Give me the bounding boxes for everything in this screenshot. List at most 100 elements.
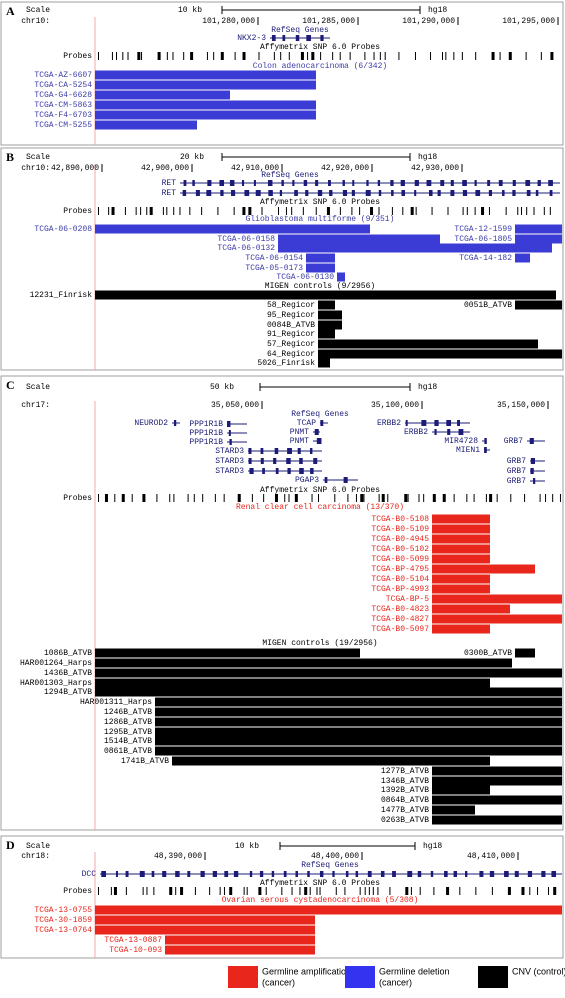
- sample-label: TCGA-06-0154: [245, 254, 303, 263]
- cancer-title: Ovarian serous cystadenocarcinoma (5/308…: [222, 896, 419, 905]
- sample-label: TCGA-CA-5254: [34, 81, 92, 90]
- probe: [291, 887, 293, 895]
- probe: [485, 494, 487, 502]
- gene-label: RET: [162, 189, 177, 198]
- gene-exon: [313, 458, 318, 464]
- gene-exon: [527, 871, 533, 877]
- gene-exon: [187, 871, 191, 877]
- gene-exon: [345, 871, 349, 877]
- probe: [441, 52, 443, 60]
- gene-exon: [292, 180, 295, 186]
- probe: [475, 887, 477, 895]
- cnv-bar: [432, 544, 490, 554]
- gene-exon: [249, 871, 253, 877]
- sample-label: 1346B_ATVB: [381, 777, 429, 786]
- cnv-bar: [95, 110, 316, 120]
- position-label: 42,930,000: [411, 164, 459, 173]
- probe: [505, 207, 507, 215]
- cnv-bar: [155, 727, 562, 737]
- probes-label: Probes: [63, 52, 92, 61]
- probe: [445, 52, 447, 60]
- gene-exon: [351, 190, 355, 196]
- probe: [288, 52, 290, 60]
- panel-label: B: [6, 150, 14, 164]
- sample-label: TCGA-06-0158: [217, 235, 275, 244]
- cnv-bar: [95, 224, 370, 234]
- probe: [284, 494, 286, 502]
- probe: [166, 52, 168, 60]
- gene-label: PPP1R1B: [189, 429, 223, 438]
- probe: [488, 207, 490, 215]
- probe: [229, 887, 233, 895]
- probe: [491, 887, 493, 895]
- probe: [430, 52, 432, 60]
- probe: [258, 52, 260, 60]
- panel-frame: [0, 835, 564, 959]
- gene-exon: [271, 35, 276, 41]
- sample-label: 1246B_ATVB: [104, 708, 152, 717]
- probe: [347, 494, 349, 502]
- gene-label: NKX2-3: [237, 34, 266, 43]
- probe: [233, 207, 235, 215]
- probe: [481, 207, 485, 215]
- cnv-bar: [432, 614, 562, 624]
- gene-exon: [295, 871, 298, 877]
- sample-label: HAR001311_Harps: [80, 698, 152, 707]
- probe: [332, 52, 334, 60]
- gene-exon: [434, 429, 437, 435]
- probe: [258, 887, 262, 895]
- probe: [169, 494, 171, 502]
- assembly: hg18: [418, 383, 437, 392]
- cnv-bar: [95, 290, 556, 300]
- gene-label: GRB7: [507, 457, 526, 466]
- gene-exon: [484, 438, 487, 444]
- sample-label: TCGA-06-0208: [34, 225, 92, 234]
- gene-exon: [498, 180, 503, 186]
- sample-label: TCGA-B0-5104: [371, 575, 429, 584]
- position-label: 35,150,000: [497, 401, 545, 410]
- probe: [520, 207, 522, 215]
- gene-exon: [414, 190, 417, 196]
- gene-exon: [440, 180, 445, 186]
- sample-label: HAR001303_Harps: [20, 679, 92, 688]
- probe: [359, 207, 361, 215]
- sample-label: TCGA-B0-4823: [371, 605, 429, 614]
- probe: [433, 887, 435, 895]
- probe: [141, 52, 143, 60]
- gene-label: NEUROD2: [134, 419, 168, 428]
- sample-label: TCGA-CM-5863: [34, 101, 92, 110]
- gene-exon: [426, 180, 432, 186]
- sample-label: 1392B_ATVB: [381, 786, 429, 795]
- cnv-bar: [432, 524, 490, 534]
- sample-label: 0084B_ATVB: [267, 321, 315, 330]
- gene-label: GRB7: [504, 437, 523, 446]
- position-label: 48,410,000: [467, 852, 515, 861]
- gene-exon: [401, 190, 406, 196]
- probe: [206, 52, 208, 60]
- position-label: 101,290,000: [402, 17, 455, 26]
- probe: [415, 207, 417, 215]
- probe: [187, 494, 189, 502]
- probe: [214, 494, 216, 502]
- probe: [391, 207, 393, 215]
- probe: [432, 494, 436, 502]
- probes-label: Probes: [63, 887, 92, 896]
- probe: [124, 207, 126, 215]
- gene-exon: [320, 35, 324, 41]
- probe: [242, 52, 246, 60]
- probes-title: Affymetrix SNP 6.0 Probes: [260, 879, 380, 888]
- probe: [300, 52, 304, 60]
- gene-exon: [260, 458, 264, 464]
- scale-label: Scale: [26, 6, 50, 15]
- gene-exon: [324, 477, 328, 483]
- probe: [398, 52, 400, 60]
- probe: [446, 887, 450, 895]
- sample-label: TCGA-13-0764: [34, 926, 92, 935]
- probe: [491, 52, 495, 60]
- sample-label: TCGA-B0-4945: [371, 535, 429, 544]
- probe: [173, 207, 175, 215]
- gene-exon: [249, 468, 254, 474]
- probe: [507, 887, 511, 895]
- gene-exon: [295, 35, 300, 41]
- gene-exon: [273, 458, 277, 464]
